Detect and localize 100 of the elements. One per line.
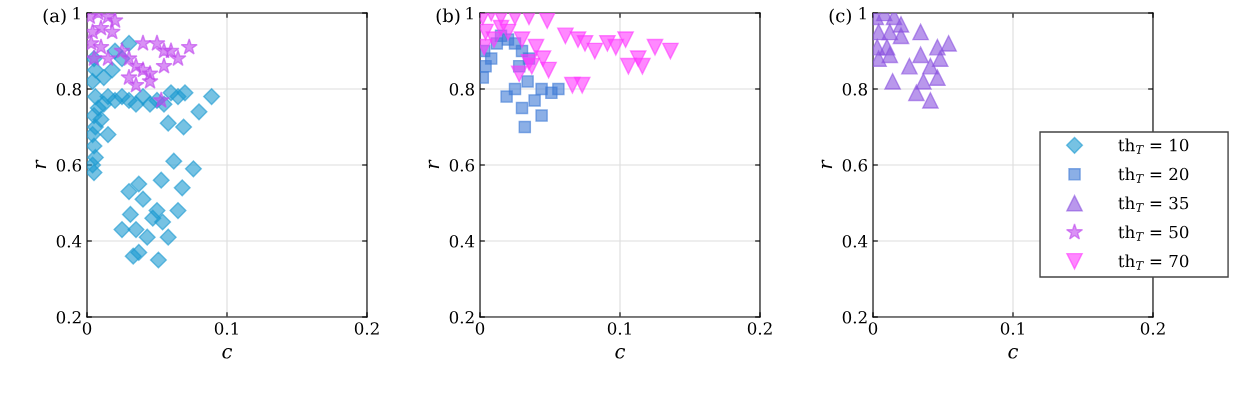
point bbox=[662, 42, 679, 60]
point bbox=[552, 82, 565, 96]
point bbox=[148, 34, 166, 51]
point bbox=[881, 46, 899, 64]
point bbox=[175, 118, 193, 136]
y-tick-label: 0.6 bbox=[842, 158, 868, 172]
point bbox=[929, 69, 946, 86]
point bbox=[892, 27, 910, 45]
point bbox=[121, 205, 139, 223]
point bbox=[162, 41, 180, 59]
point bbox=[521, 75, 534, 88]
point bbox=[484, 52, 498, 65]
point bbox=[940, 35, 957, 52]
point bbox=[176, 84, 194, 102]
point bbox=[103, 61, 121, 79]
y-tick-label: 0.4 bbox=[56, 234, 82, 248]
point bbox=[538, 13, 556, 29]
legend-label: th$_{T}$ = 35 bbox=[1118, 196, 1189, 212]
point bbox=[103, 22, 121, 40]
chart-title: (a) bbox=[43, 8, 66, 25]
point bbox=[190, 103, 208, 121]
point bbox=[155, 57, 173, 74]
point bbox=[515, 101, 529, 115]
point bbox=[152, 91, 170, 108]
x-tick-label: 0.1 bbox=[607, 322, 631, 335]
y-tick-label: 0.4 bbox=[842, 234, 868, 248]
chart-title: (c) bbox=[829, 8, 851, 25]
point bbox=[884, 73, 901, 90]
point bbox=[134, 34, 152, 51]
point bbox=[535, 109, 548, 122]
point bbox=[92, 19, 110, 36]
point bbox=[159, 114, 177, 132]
x-axis-title: c bbox=[615, 347, 626, 359]
x-tick-label: 0.1 bbox=[214, 322, 238, 335]
x-axis-title: c bbox=[1008, 347, 1019, 359]
point bbox=[173, 179, 191, 197]
x-tick-label: 0.1 bbox=[1000, 322, 1024, 335]
point bbox=[127, 221, 145, 239]
point bbox=[152, 171, 170, 189]
x-tick-label: 0 bbox=[868, 322, 878, 335]
point bbox=[646, 38, 664, 56]
point bbox=[929, 38, 946, 56]
y-tick-label: 0.2 bbox=[449, 310, 474, 324]
point bbox=[159, 228, 177, 246]
point bbox=[931, 50, 949, 67]
point bbox=[120, 49, 138, 67]
point bbox=[892, 16, 910, 33]
point bbox=[528, 94, 541, 107]
y-tick-label: 0.8 bbox=[842, 82, 868, 96]
point bbox=[120, 68, 138, 86]
point bbox=[203, 88, 221, 106]
y-tick-label: 0.8 bbox=[56, 82, 82, 96]
y-tick-label: 0.2 bbox=[56, 310, 81, 324]
point bbox=[120, 183, 138, 201]
point bbox=[922, 92, 939, 109]
point bbox=[138, 228, 156, 246]
point bbox=[149, 251, 167, 269]
point bbox=[154, 213, 172, 231]
point bbox=[500, 90, 513, 103]
point bbox=[113, 41, 131, 59]
y-tick-label: 0.6 bbox=[56, 158, 82, 172]
legend-label: th$_{T}$ = 20 bbox=[1118, 167, 1189, 183]
point bbox=[106, 13, 124, 29]
point bbox=[510, 65, 528, 83]
y-tick-label: 1 bbox=[466, 6, 473, 20]
y-tick-label: 0.8 bbox=[449, 82, 475, 96]
point bbox=[518, 120, 532, 134]
y-axis-title: r bbox=[821, 159, 833, 169]
point bbox=[573, 76, 591, 94]
x-tick-label: 0.2 bbox=[1140, 322, 1165, 335]
point bbox=[92, 110, 110, 128]
point bbox=[124, 247, 142, 265]
point bbox=[513, 31, 531, 48]
point bbox=[908, 84, 925, 102]
legend-label: th$_{T}$ = 50 bbox=[1118, 225, 1189, 241]
point bbox=[557, 27, 574, 45]
point bbox=[169, 49, 187, 67]
x-tick-label: 0.2 bbox=[747, 322, 772, 335]
point bbox=[535, 82, 548, 96]
y-axis-title: r bbox=[35, 159, 47, 169]
point bbox=[485, 31, 503, 48]
point bbox=[634, 57, 651, 75]
y-tick-label: 1 bbox=[73, 6, 80, 20]
point bbox=[148, 202, 166, 220]
y-tick-label: 1 bbox=[859, 6, 866, 20]
y-tick-label: 0.6 bbox=[449, 158, 475, 172]
x-tick-label: 0 bbox=[475, 322, 485, 335]
y-axis-title: r bbox=[428, 159, 440, 169]
point bbox=[169, 202, 187, 220]
point bbox=[99, 49, 117, 67]
chart-title: (b) bbox=[436, 8, 460, 25]
y-tick-label: 0.4 bbox=[449, 234, 475, 248]
point bbox=[95, 69, 113, 87]
point bbox=[912, 46, 929, 64]
legend-label: th$_{T}$ = 70 bbox=[1118, 254, 1189, 270]
point bbox=[901, 57, 918, 75]
point bbox=[180, 38, 198, 55]
point bbox=[915, 73, 932, 90]
point bbox=[92, 38, 110, 55]
point bbox=[881, 23, 899, 41]
